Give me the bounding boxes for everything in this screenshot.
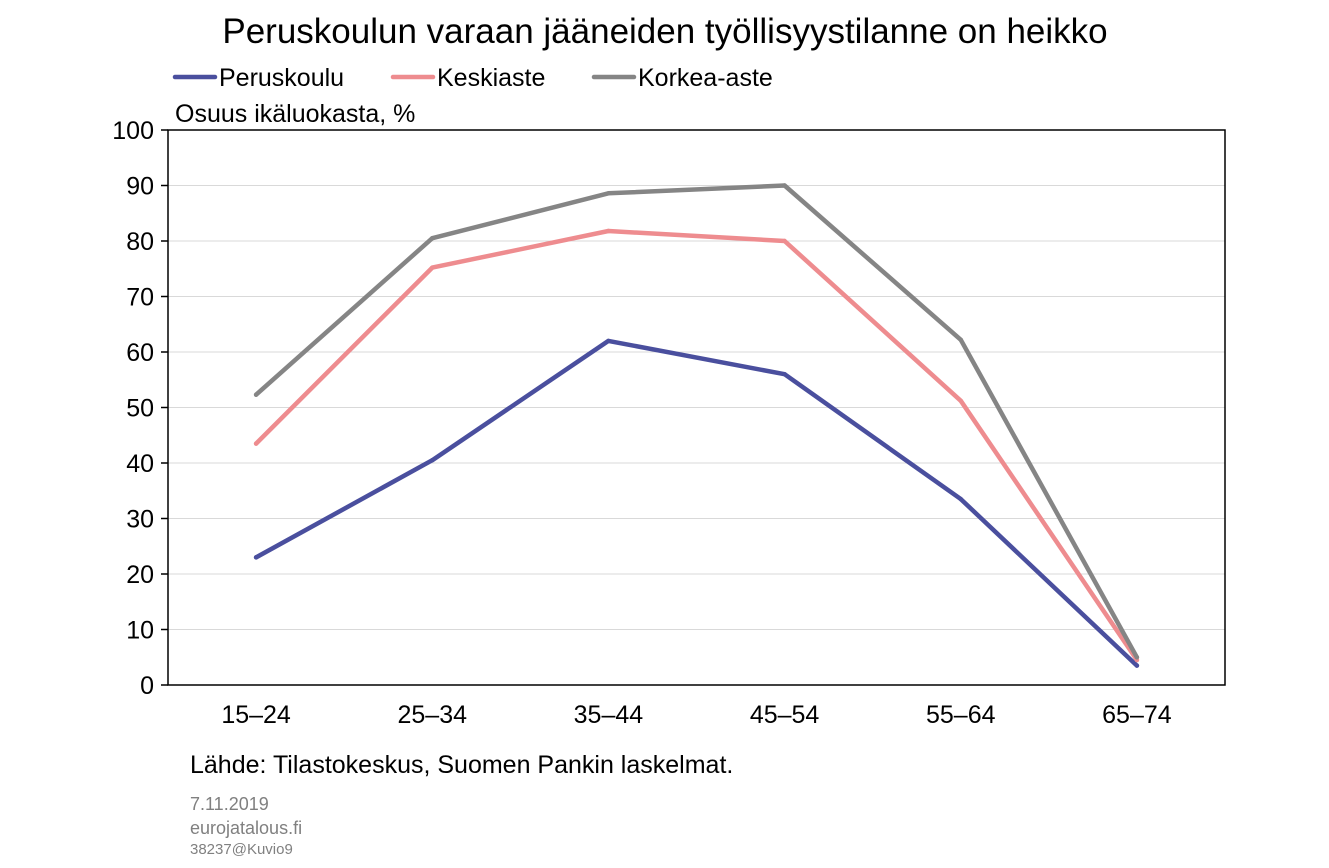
y-tick-label: 40 (126, 450, 154, 478)
x-tick-label: 15–24 (221, 701, 291, 729)
data-point-korkea-aste (782, 183, 787, 188)
x-tick-label: 45–54 (750, 701, 820, 729)
y-tick-label: 0 (140, 672, 154, 700)
x-axis-ticks: 15–24 25–34 35–44 45–54 55–64 65–74 (221, 701, 1171, 729)
x-tick-label: 35–44 (574, 701, 644, 729)
y-tick-label: 30 (126, 506, 154, 534)
data-point-keskiaste (253, 441, 259, 446)
source-note: Lähde: Tilastokeskus, Suomen Pankin lask… (190, 751, 733, 779)
data-point-peruskoulu (606, 338, 611, 344)
legend: Peruskoulu Keskiaste Korkea-aste (172, 64, 773, 92)
data-point-peruskoulu (782, 372, 787, 377)
y-tick-label: 70 (126, 284, 154, 312)
data-point-keskiaste (958, 398, 963, 404)
legend-label-keskiaste: Keskiaste (437, 64, 545, 92)
data-point-peruskoulu (253, 555, 259, 560)
series-line-korkea-aste (253, 183, 1140, 660)
data-point-korkea-aste (606, 191, 611, 196)
data-point-keskiaste (782, 238, 787, 244)
gridlines (168, 185, 1225, 630)
legend-label-korkea-aste: Korkea-aste (638, 64, 773, 92)
x-tick-label: 25–34 (397, 701, 467, 729)
chart-title: Peruskoulun varaan jääneiden työllisyyst… (222, 12, 1107, 51)
y-tick-label: 100 (112, 117, 154, 145)
data-point-korkea-aste (958, 337, 963, 342)
data-point-keskiaste (430, 265, 435, 270)
y-tick-label: 50 (126, 395, 154, 423)
series-line-keskiaste (253, 228, 1140, 663)
y-tick-label: 80 (126, 228, 154, 256)
x-tick-label: 65–74 (1102, 701, 1172, 729)
data-point-peruskoulu (958, 496, 963, 502)
y-axis-label: Osuus ikäluokasta, % (175, 100, 415, 128)
data-point-korkea-aste (430, 236, 435, 241)
y-tick-label: 90 (126, 173, 154, 201)
footer-date: 7.11.2019 (190, 794, 269, 814)
data-point-korkea-aste (253, 392, 259, 397)
footer-code: 38237@Kuvio9 (190, 841, 293, 858)
series-line-peruskoulu (253, 338, 1140, 668)
y-axis-ticks: 0 10 20 30 40 50 60 70 80 90 100 (112, 117, 168, 700)
y-tick-label: 20 (126, 561, 154, 589)
x-tick-label: 55–64 (926, 701, 996, 729)
data-point-peruskoulu (430, 458, 435, 463)
data-point-peruskoulu (1134, 663, 1140, 668)
legend-label-peruskoulu: Peruskoulu (219, 64, 344, 92)
footer-site: eurojatalous.fi (190, 818, 302, 838)
series-lines (253, 183, 1140, 668)
y-tick-label: 60 (126, 339, 154, 367)
data-point-korkea-aste (1134, 655, 1140, 660)
y-tick-label: 10 (126, 617, 154, 645)
data-point-keskiaste (606, 228, 611, 234)
